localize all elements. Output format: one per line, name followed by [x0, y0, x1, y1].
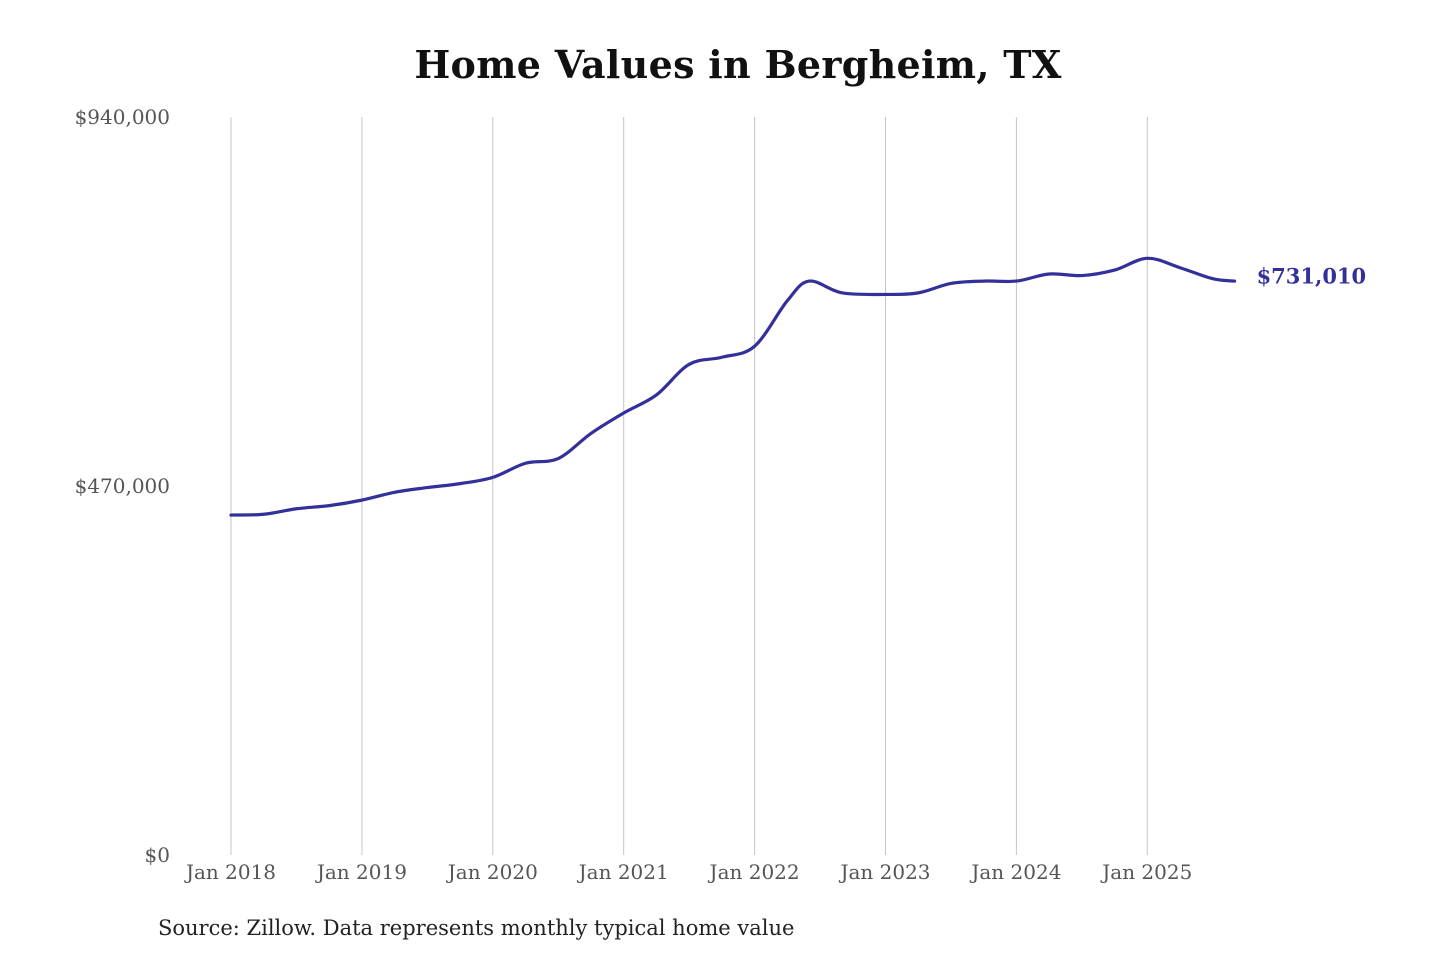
x-tick-label-1: Jan 2019 — [315, 860, 407, 884]
x-tick-label-2: Jan 2020 — [446, 860, 538, 884]
chart-title: Home Values in Bergheim, TX — [414, 42, 1062, 87]
y-tick-label-0: $0 — [145, 843, 170, 867]
series-layer — [229, 256, 1237, 517]
x-tick-label-5: Jan 2023 — [838, 860, 930, 884]
y-axis-tick-labels: $0 $470,000 $940,000 — [75, 105, 170, 867]
series-line-0 — [229, 256, 1237, 517]
x-tick-label-4: Jan 2022 — [708, 860, 800, 884]
vertical-gridlines — [230, 117, 1148, 855]
y-tick-label-1: $470,000 — [75, 474, 170, 498]
end-label-layer: $731,010 — [1257, 264, 1367, 289]
x-tick-label-7: Jan 2025 — [1100, 860, 1192, 884]
source-note: Source: Zillow. Data represents monthly … — [158, 916, 795, 940]
x-tick-label-6: Jan 2024 — [969, 860, 1061, 884]
y-tick-label-2: $940,000 — [75, 105, 170, 129]
x-tick-label-0: Jan 2018 — [184, 860, 276, 884]
x-tick-label-3: Jan 2021 — [577, 860, 669, 884]
end-value-label: $731,010 — [1257, 264, 1367, 289]
x-axis-tick-labels: Jan 2018 Jan 2019 Jan 2020 Jan 2021 Jan 2022… — [184, 860, 1192, 884]
